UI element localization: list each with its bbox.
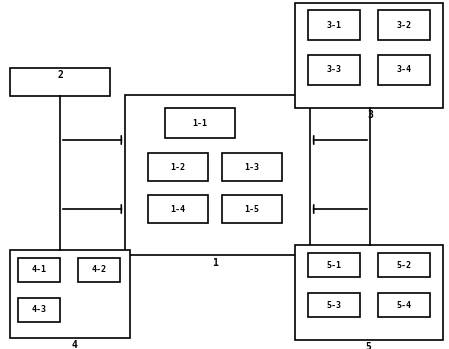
Text: 4-2: 4-2 <box>92 266 106 275</box>
Text: 5: 5 <box>365 342 371 349</box>
Bar <box>148 195 208 223</box>
Text: 3-3: 3-3 <box>326 66 342 74</box>
Text: 1: 1 <box>212 258 218 268</box>
Bar <box>308 10 360 40</box>
Text: 1-3: 1-3 <box>245 163 260 171</box>
Text: 3-4: 3-4 <box>396 66 411 74</box>
Bar <box>295 3 443 108</box>
Text: 2: 2 <box>57 70 63 80</box>
Bar <box>308 293 360 317</box>
Bar <box>308 55 360 85</box>
Bar <box>148 153 208 181</box>
Text: 4-3: 4-3 <box>31 305 47 314</box>
Bar <box>78 258 120 282</box>
Text: 3: 3 <box>367 110 373 120</box>
Text: 5-3: 5-3 <box>326 300 342 310</box>
Bar <box>18 258 60 282</box>
Text: 3-1: 3-1 <box>326 21 342 30</box>
Bar <box>308 253 360 277</box>
Text: 5-4: 5-4 <box>396 300 411 310</box>
Bar <box>378 55 430 85</box>
Bar <box>165 108 235 138</box>
Text: 4-1: 4-1 <box>31 266 47 275</box>
Text: 5-1: 5-1 <box>326 260 342 269</box>
Bar <box>295 245 443 340</box>
Bar <box>378 10 430 40</box>
Bar <box>10 68 110 96</box>
Bar <box>10 250 130 338</box>
Bar <box>378 253 430 277</box>
Text: 1-2: 1-2 <box>171 163 185 171</box>
Bar <box>378 293 430 317</box>
Bar <box>18 298 60 322</box>
Bar <box>222 153 282 181</box>
Text: 4: 4 <box>72 340 78 349</box>
Bar <box>125 95 310 255</box>
Text: 3-2: 3-2 <box>396 21 411 30</box>
Text: 5-2: 5-2 <box>396 260 411 269</box>
Text: 1-1: 1-1 <box>193 119 207 127</box>
Text: 1-4: 1-4 <box>171 205 185 214</box>
Text: 1-5: 1-5 <box>245 205 260 214</box>
Bar <box>222 195 282 223</box>
